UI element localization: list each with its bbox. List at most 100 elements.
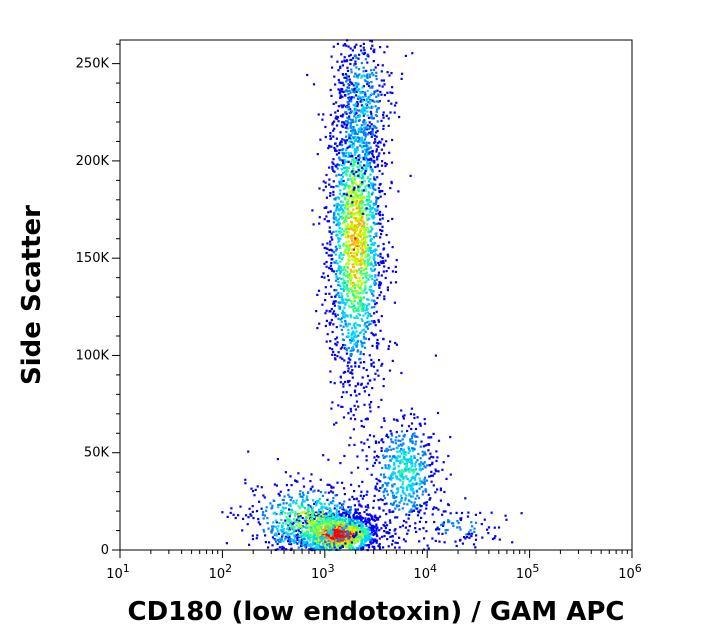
scatter-point <box>373 282 376 285</box>
scatter-point <box>357 527 360 530</box>
scatter-point <box>321 118 324 121</box>
scatter-point <box>350 235 353 238</box>
scatter-point <box>345 44 348 47</box>
scatter-point <box>334 539 337 542</box>
scatter-point <box>354 296 357 299</box>
scatter-point <box>357 334 360 337</box>
scatter-point <box>348 259 351 262</box>
scatter-point <box>380 233 383 236</box>
scatter-point <box>337 78 340 82</box>
scatter-point <box>313 517 316 520</box>
scatter-point <box>413 455 416 458</box>
scatter-point <box>397 465 400 468</box>
scatter-point <box>364 135 367 138</box>
scatter-point <box>328 292 331 295</box>
scatter-point <box>364 170 367 173</box>
scatter-point <box>363 112 366 115</box>
scatter-point <box>330 521 333 524</box>
scatter-point <box>345 523 348 526</box>
scatter-point <box>359 350 362 353</box>
scatter-point <box>383 94 386 97</box>
scatter-point <box>444 529 447 532</box>
scatter-point <box>300 503 303 506</box>
scatter-point <box>294 510 297 513</box>
scatter-point <box>432 432 435 435</box>
scatter-point <box>348 78 351 81</box>
scatter-point <box>380 527 383 530</box>
scatter-point <box>367 245 370 248</box>
scatter-point <box>387 465 390 468</box>
scatter-point <box>435 470 438 473</box>
scatter-point <box>333 520 336 523</box>
scatter-point <box>363 107 366 110</box>
scatter-point <box>359 279 362 282</box>
scatter-point <box>318 541 322 544</box>
scatter-point <box>377 261 380 265</box>
scatter-point <box>334 530 337 534</box>
scatter-point <box>374 165 377 169</box>
scatter-point <box>366 537 369 540</box>
scatter-point <box>353 161 356 164</box>
scatter-point <box>354 509 357 512</box>
scatter-point <box>386 493 389 496</box>
scatter-point <box>390 448 393 451</box>
scatter-point <box>302 521 305 525</box>
scatter-point <box>360 490 363 493</box>
scatter-point <box>370 250 373 253</box>
scatter-point <box>347 305 351 308</box>
scatter-point <box>338 209 341 212</box>
scatter-point <box>324 181 327 184</box>
scatter-point <box>325 265 328 268</box>
scatter-point <box>355 94 358 97</box>
scatter-point <box>437 532 440 535</box>
scatter-point <box>308 548 311 551</box>
scatter-point <box>346 245 349 248</box>
scatter-point <box>361 200 364 203</box>
scatter-point <box>364 540 367 543</box>
scatter-point <box>328 347 331 350</box>
scatter-point <box>377 441 380 444</box>
scatter-point <box>410 462 413 465</box>
scatter-point <box>401 473 404 476</box>
scatter-point <box>323 276 326 279</box>
scatter-point <box>354 334 357 337</box>
scatter-point <box>361 110 364 113</box>
scatter-point <box>354 60 357 63</box>
scatter-point <box>413 505 416 508</box>
scatter-point <box>358 365 361 368</box>
scatter-point <box>407 447 410 450</box>
scatter-point <box>394 541 397 544</box>
scatter-point <box>364 121 367 124</box>
scatter-point <box>393 104 397 107</box>
scatter-point <box>351 170 354 173</box>
scatter-point <box>275 534 278 537</box>
scatter-point <box>430 455 433 458</box>
scatter-point <box>326 527 329 530</box>
scatter-point <box>375 196 378 199</box>
scatter-point <box>340 104 343 107</box>
scatter-point <box>365 247 368 250</box>
scatter-point <box>337 524 340 527</box>
scatter-point <box>346 90 350 93</box>
scatter-point <box>363 235 366 238</box>
scatter-point <box>376 245 380 248</box>
scatter-point <box>355 112 358 115</box>
scatter-point <box>329 509 333 512</box>
scatter-point <box>352 255 355 258</box>
scatter-point <box>359 243 362 246</box>
scatter-point <box>333 261 336 264</box>
scatter-point <box>372 74 375 77</box>
scatter-point <box>373 461 376 465</box>
scatter-point <box>375 518 378 521</box>
scatter-point <box>363 510 366 514</box>
scatter-point <box>339 237 342 240</box>
scatter-point <box>347 240 350 243</box>
scatter-point <box>359 160 362 163</box>
scatter-point <box>441 522 444 525</box>
scatter-point <box>395 459 398 462</box>
scatter-point <box>338 265 341 268</box>
scatter-point <box>370 40 373 43</box>
scatter-point <box>379 46 382 49</box>
scatter-point <box>362 70 365 73</box>
scatter-point <box>335 137 338 140</box>
